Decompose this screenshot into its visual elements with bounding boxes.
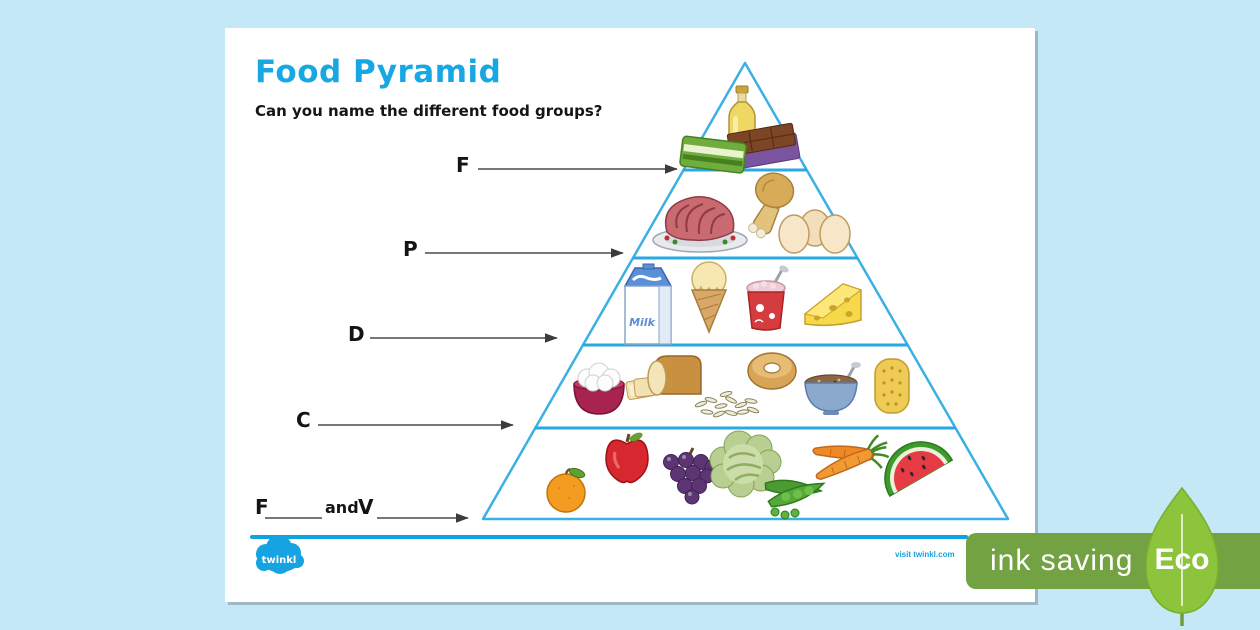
eggs-icon <box>778 209 851 254</box>
worksheet-page: Food Pyramid Can you name the different … <box>225 28 1035 602</box>
pyramid-level-dairy: Milk <box>623 261 863 345</box>
yogurt-pot-icon <box>746 265 789 331</box>
chocolate-bars-icon <box>679 122 801 174</box>
food-pyramid: Milk <box>481 61 1010 521</box>
label-protein: P <box>403 237 418 261</box>
chicken-drumstick-icon <box>748 172 795 239</box>
label-and: and <box>325 498 359 517</box>
bagel-icon <box>747 352 797 390</box>
pyramid-dividers <box>535 168 956 430</box>
label-fats: F <box>456 153 470 177</box>
label-vegetables: V <box>358 495 374 519</box>
milk-carton-icon: Milk <box>623 263 673 345</box>
pyramid-level-fruit-veg <box>546 430 954 520</box>
apple-icon <box>605 432 649 484</box>
label-carbohydrates: C <box>296 408 311 432</box>
bread-loaf-icon <box>625 355 702 400</box>
footer-divider-line <box>250 535 968 539</box>
eco-leaf-icon: Eco <box>1145 486 1219 626</box>
cheese-wedge-icon <box>803 283 863 327</box>
cereal-bowl-icon <box>804 362 861 415</box>
pyramid-level-fats <box>679 85 801 174</box>
twinkl-logo: twinkl <box>256 536 304 574</box>
cracker-icon <box>874 358 910 414</box>
website-link-text: visit twinkl.com <box>895 550 955 559</box>
ink-saving-label: ink saving <box>990 544 1134 577</box>
milk-label: Milk <box>629 316 655 329</box>
page-subtitle: Can you name the different food groups? <box>255 102 603 120</box>
rice-bowl-icon <box>573 362 625 415</box>
label-fruit: F <box>255 495 269 519</box>
page-title: Food Pyramid <box>255 54 502 90</box>
label-dairy: D <box>348 322 365 346</box>
watermelon-icon <box>884 441 954 498</box>
pyramid-level-carbohydrates <box>573 352 910 418</box>
roast-meat-icon <box>652 196 748 253</box>
twinkl-logo-text: twinkl <box>262 555 297 566</box>
pyramid-level-protein <box>652 172 851 254</box>
lettuce-icon <box>709 430 782 498</box>
ice-cream-cone-icon <box>690 261 728 334</box>
peas-icon <box>764 479 826 520</box>
carrots-icon <box>812 434 890 480</box>
orange-icon <box>546 467 586 513</box>
pyramid-outline <box>481 61 1010 521</box>
eco-label: Eco <box>1154 543 1209 576</box>
pasta-icon <box>694 391 760 418</box>
